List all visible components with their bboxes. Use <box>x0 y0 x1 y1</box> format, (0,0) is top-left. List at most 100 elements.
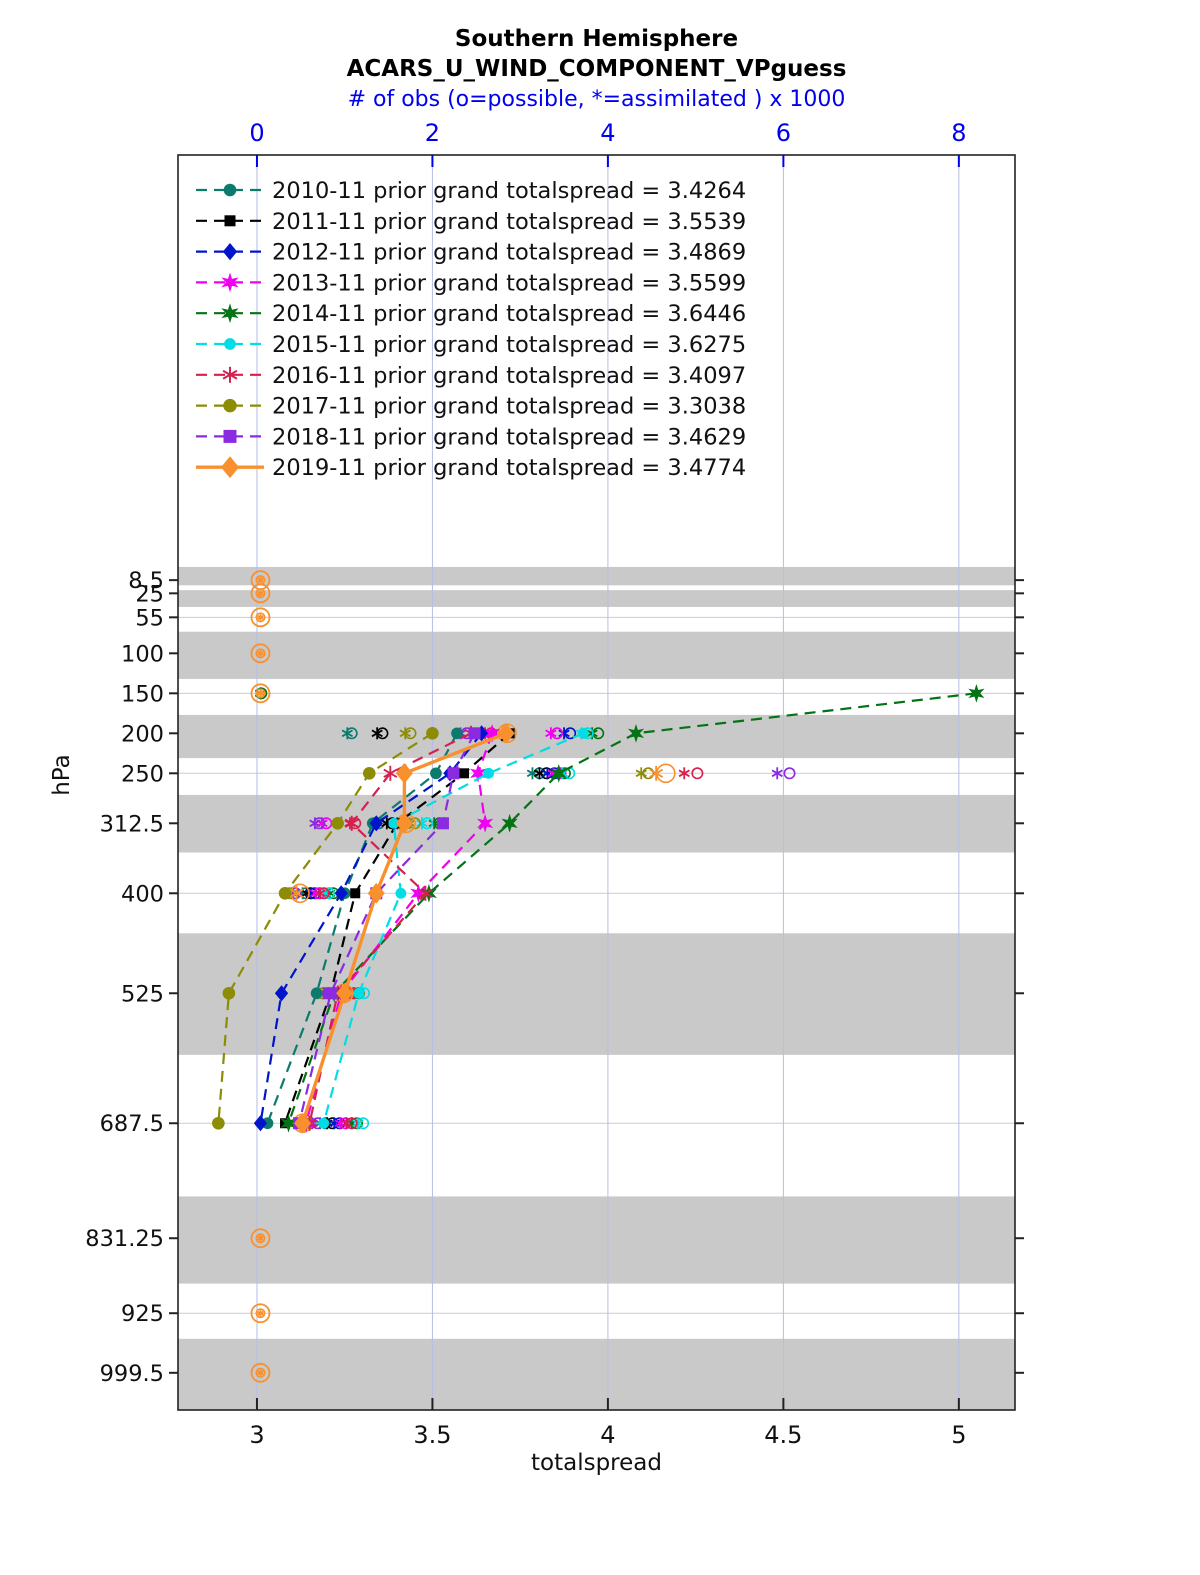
series-line <box>283 732 511 1124</box>
series-marker <box>410 883 427 903</box>
legend-item-2016-11: 2016-11 prior grand totalspread = 3.4097 <box>196 363 746 389</box>
plot-border <box>177 154 1016 1411</box>
asterisk-marker <box>222 369 238 380</box>
series-marker <box>577 727 589 739</box>
asterisk-marker <box>257 577 264 583</box>
pressure-tick-label: 925 <box>121 1301 164 1327</box>
pressure-tick-label: 525 <box>121 981 164 1007</box>
series-marker <box>470 764 487 783</box>
asterisk-marker <box>383 768 398 778</box>
top-tick-label: 2 <box>425 119 440 147</box>
series-marker <box>395 887 407 899</box>
legend-item-2019-11: 2019-11 prior grand totalspread = 3.4774 <box>196 455 746 481</box>
series-marker <box>367 882 385 904</box>
series-marker <box>221 303 239 324</box>
series-marker <box>369 815 383 832</box>
legend-item-2015-11: 2015-11 prior grand totalspread = 3.6275 <box>196 332 746 358</box>
chart-title: Southern Hemisphere <box>454 26 739 52</box>
series-marker <box>447 767 460 780</box>
bottom-tick-label: 4 <box>600 1421 615 1449</box>
possible-obs-marker <box>783 767 796 780</box>
legend-label: 2019-11 prior grand totalspread = 3.4774 <box>272 455 746 481</box>
series-line <box>266 732 458 1124</box>
series-marker <box>388 817 400 829</box>
possible-obs-marker <box>642 767 655 780</box>
series-line <box>217 732 433 1124</box>
series-2019-11 <box>294 722 515 1134</box>
vertical-gridlines <box>256 155 960 1410</box>
obs-counts-2011-11 <box>301 727 553 1130</box>
asterisk-marker <box>257 614 264 620</box>
series-marker <box>459 768 470 779</box>
pressure-tick-label: 831.25 <box>85 1226 164 1252</box>
series-marker <box>334 885 348 902</box>
series-2012-11 <box>253 725 489 1132</box>
series-marker <box>430 767 442 780</box>
obs-counts-2016-11 <box>314 727 704 1130</box>
series-marker <box>274 985 289 1002</box>
asterisk-marker <box>257 1235 264 1241</box>
asterisk-marker <box>257 1370 264 1376</box>
legend-label: 2018-11 prior grand totalspread = 3.4629 <box>272 424 746 450</box>
pressure-tick-label: 400 <box>121 881 164 907</box>
pressure-tick-label: 150 <box>121 681 164 707</box>
series-marker <box>280 1113 297 1133</box>
series-marker <box>294 1112 312 1134</box>
asterisk-marker <box>344 818 359 828</box>
legend-label: 2013-11 prior grand totalspread = 3.5599 <box>272 270 746 296</box>
legend-label: 2015-11 prior grand totalspread = 3.6275 <box>272 332 746 358</box>
asterisk-marker <box>649 768 664 778</box>
pressure-tick-label: 312.5 <box>100 811 164 837</box>
legend-item-2017-11: 2017-11 prior grand totalspread = 3.3038 <box>196 394 746 420</box>
legend-item-2018-11: 2018-11 prior grand totalspread = 3.4629 <box>196 424 746 450</box>
top-tick-label: 8 <box>951 119 966 147</box>
pressure-tick-label: 250 <box>121 761 164 787</box>
obs-counts-2018-11 <box>286 727 796 1130</box>
series-marker <box>395 762 413 784</box>
asterisk-marker <box>257 650 264 656</box>
series-marker <box>468 727 481 740</box>
legend-label: 2010-11 prior grand totalspread = 3.4264 <box>272 178 746 204</box>
top-axis-title: # of obs (o=possible, *=assimilated ) x … <box>347 87 846 112</box>
top-axis: 0 2 4 6 8 <box>249 119 966 167</box>
pressure-tick-label: 200 <box>121 721 164 747</box>
series-marker <box>223 183 237 197</box>
series-marker <box>477 813 494 833</box>
legend-item-2010-11: 2010-11 prior grand totalspread = 3.4264 <box>196 178 746 204</box>
asterisk-marker <box>635 769 647 778</box>
bottom-tick-label: 5 <box>951 1421 966 1449</box>
legend-label: 2014-11 prior grand totalspread = 3.6446 <box>272 301 746 327</box>
series-line <box>300 731 507 1124</box>
asterisk-marker <box>314 889 326 898</box>
series-marker <box>222 986 236 1000</box>
series-marker <box>223 429 237 443</box>
legend-label: 2012-11 prior grand totalspread = 3.4869 <box>272 240 746 266</box>
legend-label: 2016-11 prior grand totalspread = 3.4097 <box>272 363 746 389</box>
series-marker <box>222 242 238 261</box>
asterisk-marker <box>586 729 598 738</box>
series-2017-11 <box>212 727 439 1130</box>
series-marker <box>224 338 236 350</box>
series-marker <box>550 764 567 783</box>
pressure-tick-label: 100 <box>121 641 164 667</box>
series-marker <box>220 456 240 479</box>
asterisk-marker <box>341 729 353 738</box>
series-marker <box>627 724 645 743</box>
pressure-tick-label: 55 <box>135 605 164 631</box>
series-marker <box>224 215 236 227</box>
asterisk-marker <box>678 769 690 778</box>
possible-obs-marker <box>691 767 704 780</box>
asterisk-marker <box>399 729 411 738</box>
series-marker <box>483 767 494 779</box>
near-zero-obs <box>250 570 271 1383</box>
asterisk-marker <box>558 729 570 738</box>
legend-label: 2011-11 prior grand totalspread = 3.5539 <box>272 209 746 235</box>
asterisk-marker <box>340 1119 353 1128</box>
series-marker <box>451 727 463 740</box>
asterisk-marker <box>309 819 321 828</box>
asterisk-marker <box>257 1310 264 1316</box>
series-marker <box>336 982 354 1004</box>
top-tick-label: 4 <box>600 119 615 147</box>
